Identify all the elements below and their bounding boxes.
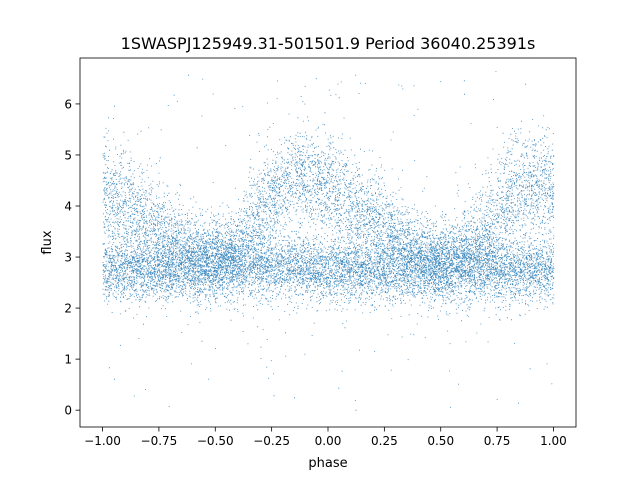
x-tick-label: 0.50 (427, 434, 454, 448)
x-tick-label: −0.25 (253, 434, 290, 448)
y-tick-label: 2 (64, 302, 72, 316)
y-tick-label: 6 (64, 97, 72, 111)
y-tick-label: 4 (64, 200, 72, 214)
x-tick-label: 0.00 (315, 434, 342, 448)
x-tick-label: 1.00 (540, 434, 567, 448)
data-points (102, 71, 555, 411)
x-tick-label: 0.25 (371, 434, 398, 448)
x-tick-label: 0.75 (484, 434, 511, 448)
chart-title: 1SWASPJ125949.31-501501.9 Period 36040.2… (121, 34, 536, 53)
y-tick-label: 3 (64, 251, 72, 265)
x-axis: −1.00 −0.75 −0.50 −0.25 0.00 0.25 0.50 0.75 1.00 (84, 427, 567, 448)
x-tick-label: −0.50 (197, 434, 234, 448)
y-tick-label: 5 (64, 148, 72, 162)
x-tick-label: −0.75 (141, 434, 178, 448)
y-axis-label: flux (40, 230, 55, 254)
y-tick-label: 1 (64, 353, 72, 367)
x-axis-label: phase (308, 456, 347, 471)
y-axis: 0 1 2 3 4 5 6 (64, 97, 80, 418)
scatter-points (102, 71, 555, 411)
x-tick-label: −1.00 (84, 434, 121, 448)
y-tick-label: 0 (64, 404, 72, 418)
